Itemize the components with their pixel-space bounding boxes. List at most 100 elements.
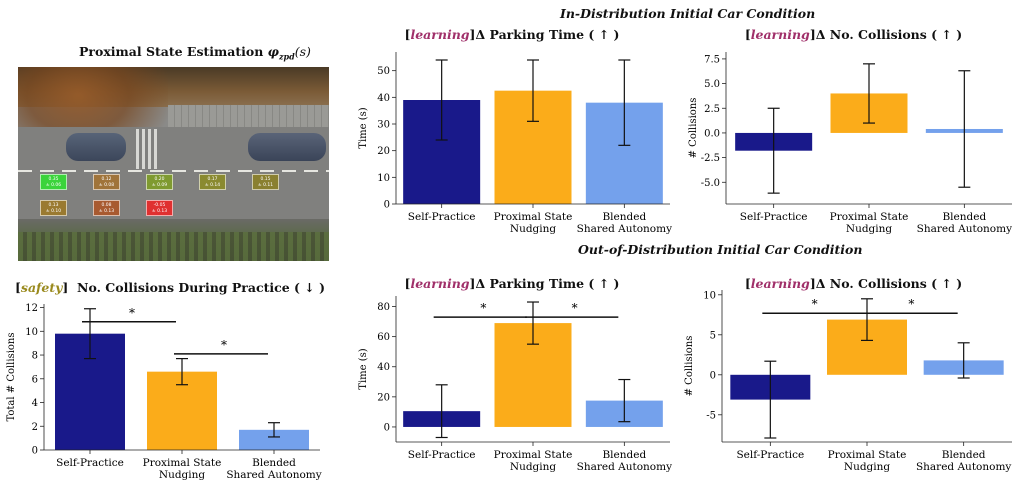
x-tick-label: Self-Practice [408,449,476,461]
chart-title: [learning]Δ Parking Time ( ↑ ) [404,27,620,42]
significance-star: * [221,338,227,352]
x-tick-label: Blended [942,211,986,223]
parked-car-right [248,133,326,161]
chart-tag: learning [750,27,810,42]
chart-tag: learning [410,276,470,291]
tile-value: -0.05 ± 0.13 [151,203,168,214]
y-tick-label: 60 [377,332,390,343]
y-tick-label: -5 [706,410,716,421]
in-distribution-header: In-Distribution Initial Car Condition [560,6,816,21]
chart-panel-safety: [safety] No. Collisions During Practice … [0,278,340,488]
y-tick-label: 7.5 [704,54,720,65]
sidewalk [168,105,329,127]
y-tick-label: 6 [32,374,38,385]
chart-title: [learning]Δ No. Collisions ( ↑ ) [744,276,963,291]
significance-star: * [129,306,135,320]
scene-title: Proximal State Estimation φzpd(s) [79,44,311,62]
scene-title-phi: φ [267,44,279,59]
y-tick-label: 30 [377,120,390,131]
chart-panel-out-collisions: [learning]Δ No. Collisions ( ↑ ) * * -5 0 5 1… [682,270,1025,485]
x-tick-label: Self-Practice [740,211,808,223]
chart-title-text: Δ Parking Time ( ↑ ) [475,276,620,291]
y-tick-label: 20 [377,392,390,403]
chart-panel-in-collisions: [learning]Δ No. Collisions ( ↑ ) -5.0 -2.… [682,22,1025,244]
y-tick-label: 80 [377,302,390,313]
y-tick-label: 12 [25,303,38,314]
significance-star: * [812,297,818,311]
chart-panel-in-parking-time: [learning]Δ Parking Time ( ↑ ) 0 10 20 30 40… [342,22,682,244]
scene-title-text: Proximal State Estimation [79,44,268,59]
y-tick-label: -5.0 [701,178,720,189]
grass-pattern [18,232,329,261]
chart-title-text: Δ No. Collisions ( ↑ ) [815,276,963,291]
y-tick-label: 40 [377,93,390,104]
x-tick-label: Shared Autonomy [577,461,672,473]
zpd-tile-5: 0.15 ± 0.11 [252,174,279,190]
y-axis-label: # Collisions [688,98,699,159]
tile-value: 0.20 ± 0.09 [151,177,168,188]
y-axis-label: # Collisions [684,336,695,397]
y-tick-label: 0 [384,422,390,433]
chart-title-text: No. Collisions During Practice ( ↓ ) [77,280,326,295]
significance-star: * [908,297,914,311]
parked-car-left [66,133,126,161]
out-of-distribution-header: Out-of-Distribution Initial Car Conditio… [578,242,863,257]
significance-star: * [572,301,578,315]
lane-line [18,170,329,172]
chart-plot: * * -5 0 5 10 Self-Practice Proximal StateNudgi… [684,290,1012,473]
y-tick-label: 10 [703,290,716,301]
tile-value: 0.15 ± 0.11 [257,177,274,188]
y-tick-label: 20 [377,146,390,157]
zpd-tile-2: 0.12 ± 0.08 [93,174,120,190]
x-tick-label: Nudging [846,223,893,235]
chart-title-text: Δ No. Collisions ( ↑ ) [815,27,963,42]
tile-value: 0.35 ± 0.06 [45,177,62,188]
x-tick-label: Shared Autonomy [916,461,1011,473]
scene-title-tail: (s) [294,44,311,59]
tile-value: 0.08 ± 0.13 [98,203,115,214]
tile-value: 0.13 ± 0.10 [45,203,62,214]
y-tick-label: 50 [377,66,390,77]
y-axis-label: Total # Collisions [6,332,17,421]
y-tick-label: 4 [32,398,38,409]
x-tick-label: Nudging [510,461,557,473]
significance-star: * [480,301,486,315]
x-tick-label: Proximal State [828,449,907,461]
y-tick-label: -2.5 [701,153,720,164]
y-tick-label: 2.5 [704,104,720,115]
chart-plot: -5.0 -2.5 0.0 2.5 5.0 7.5 Self-Practice Proxima… [688,52,1012,235]
chart-title-text: Δ Parking Time ( ↑ ) [475,27,620,42]
y-tick-label: 0.0 [704,128,720,139]
chart-tag: learning [410,27,470,42]
x-tick-label: Shared Autonomy [226,469,321,481]
y-tick-label: 0 [384,200,390,211]
tile-value: 0.17 ± 0.14 [204,177,221,188]
x-tick-label: Proximal State [494,211,573,223]
x-tick-label: Nudging [159,469,206,481]
x-tick-label: Shared Autonomy [577,223,672,235]
x-tick-label: Blended [252,457,296,469]
x-tick-label: Nudging [510,223,557,235]
x-tick-label: Self-Practice [736,449,804,461]
x-tick-label: Blended [602,449,646,461]
x-tick-label: Proximal State [494,449,573,461]
zpd-tile-7: 0.08 ± 0.13 [93,200,120,216]
crosswalk [136,129,158,169]
y-axis-label: Time (s) [358,107,369,148]
chart-plot: 0 10 20 30 40 50 Self-Practice Proximal StateNu… [358,52,672,235]
y-tick-label: 2 [32,422,38,433]
scene-title-sub: zpd [278,51,295,62]
chart-title: [learning]Δ No. Collisions ( ↑ ) [744,27,963,42]
chart-tag: safety [20,280,63,295]
x-tick-label: Shared Autonomy [917,223,1012,235]
y-tick-label: 40 [377,362,390,373]
zpd-tile-8: -0.05 ± 0.13 [146,200,173,216]
x-tick-label: Proximal State [143,457,222,469]
y-tick-label: 10 [25,327,38,338]
chart-plot: * * 0 2 4 6 8 10 12 Self-Practice Proximal StateNu… [6,303,322,481]
x-tick-label: Blended [942,449,986,461]
zpd-tile-1: 0.35 ± 0.06 [40,174,67,190]
x-tick-label: Nudging [844,461,891,473]
chart-title: [safety] No. Collisions During Practice … [14,280,326,295]
x-tick-label: Self-Practice [408,211,476,223]
